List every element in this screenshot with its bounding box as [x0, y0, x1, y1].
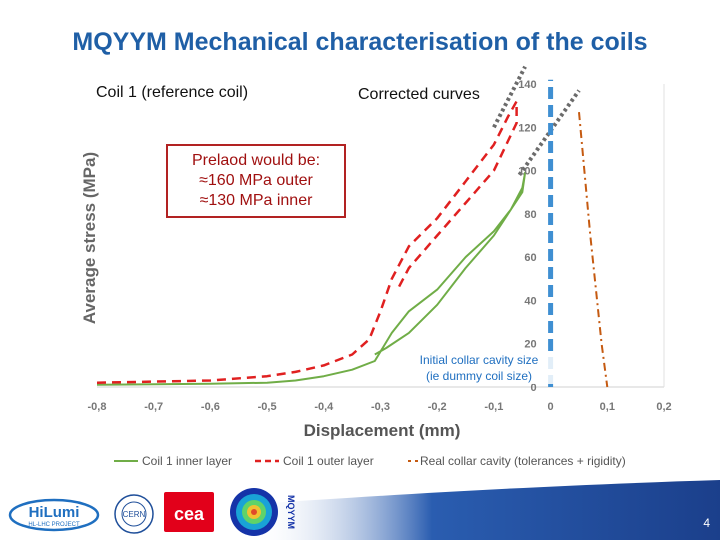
legend-label: Real collar cavity (tolerances + rigidit… — [420, 454, 626, 468]
x-tick-label: 0 — [548, 401, 554, 413]
cern-logo: CERN — [112, 492, 156, 536]
y-tick-label: 140 — [518, 79, 536, 91]
x-tick-label: 0,2 — [656, 401, 671, 413]
legend-label: Coil 1 inner layer — [142, 454, 232, 468]
cea-logo-text: cea — [174, 504, 205, 524]
hilumi-logo-subtext: HL-LHC PROJECT — [28, 522, 80, 528]
slide-title: MQYYM Mechanical characterisation of the… — [72, 28, 648, 56]
y-axis-label: Average stress (MPa) — [80, 152, 99, 324]
y-tick-label: 20 — [524, 339, 536, 351]
legend-label: Coil 1 outer layer — [283, 454, 374, 468]
corrected-curves-label: Corrected curves — [358, 86, 480, 103]
x-tick-label: -0,2 — [428, 401, 447, 413]
cea-logo: cea — [164, 492, 214, 532]
preload-line: ≈160 MPa outer — [199, 172, 313, 189]
y-tick-label: 80 — [524, 209, 536, 221]
hilumi-logo: HiLumi HL-LHC PROJECT — [8, 498, 100, 532]
series-line — [578, 112, 609, 388]
x-tick-label: -0,7 — [144, 401, 163, 413]
mqyym-logo: MQYYM — [228, 486, 296, 538]
y-tick-label: 0 — [530, 382, 536, 394]
hilumi-logo-text: HiLumi — [29, 504, 80, 521]
cavity-note: Initial collar cavity size (ie dummy coi… — [404, 352, 554, 384]
y-tick-label: 60 — [524, 252, 536, 264]
series-line — [96, 100, 518, 384]
y-tick-label: 40 — [524, 295, 536, 307]
footer-bar — [0, 480, 720, 540]
x-tick-label: -0,8 — [88, 401, 107, 413]
series-line — [517, 89, 581, 177]
y-tick-label: 100 — [518, 166, 536, 178]
x-tick-label: -0,6 — [201, 401, 220, 413]
preload-line: ≈130 MPa inner — [199, 192, 313, 209]
y-tick-label: 120 — [518, 122, 536, 134]
x-tick-label: -0,1 — [484, 401, 503, 413]
x-tick-label: -0,3 — [371, 401, 390, 413]
cavity-note-line: Initial collar cavity size — [419, 353, 539, 367]
chart: -0,8 -0,7 -0,6 -0,5 -0,4 -0,3 -0,2 -0,1 0 0,1 0,2 0… — [80, 65, 672, 468]
series-line — [96, 171, 527, 386]
series-line — [492, 65, 527, 129]
x-tick-label: -0,4 — [314, 401, 334, 413]
x-tick-label: 0,1 — [600, 401, 615, 413]
x-axis-label: Displacement (mm) — [304, 421, 461, 440]
cern-logo-text: CERN — [123, 510, 146, 519]
coil-label: Coil 1 (reference coil) — [96, 84, 249, 101]
mqyym-logo-text: MQYYM — [286, 495, 296, 529]
page-number: 4 — [703, 516, 710, 530]
preload-line: Prelaod would be: — [191, 152, 321, 169]
cavity-note-line: (ie dummy coil size) — [425, 369, 533, 383]
x-tick-label: -0,5 — [258, 401, 277, 413]
preload-annotation: Prelaod would be: ≈160 MPa outer ≈130 MP… — [166, 144, 346, 218]
